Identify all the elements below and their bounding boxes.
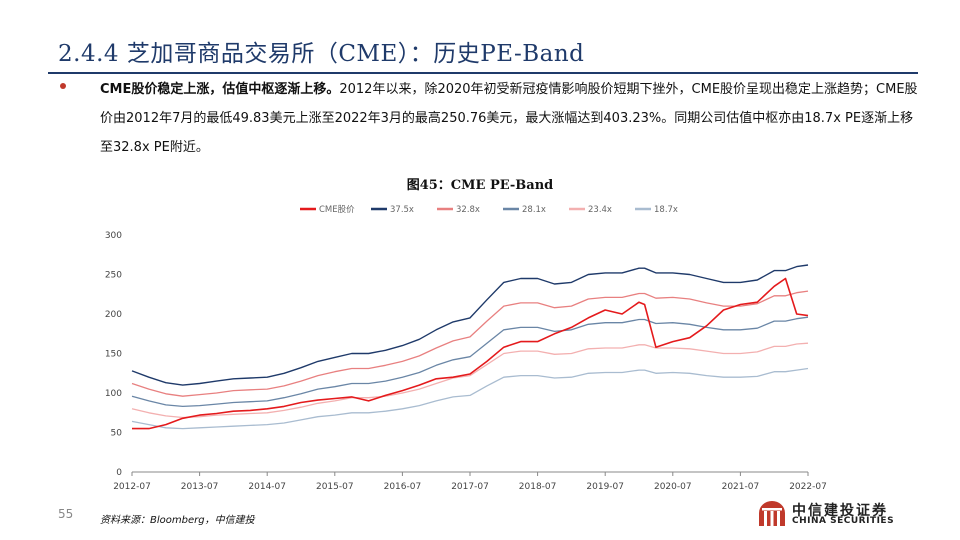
series-line-1 xyxy=(131,264,809,386)
slide-title: 2.4.4 芝加哥商品交易所（CME）：历史PE-Band xyxy=(58,41,585,67)
y-tick-label: 300 xyxy=(105,231,122,241)
x-tick-label: 2014-07 xyxy=(248,482,286,492)
y-tick-label: 200 xyxy=(105,310,122,320)
logo-chinese-text: 中信建投证券 xyxy=(792,503,888,519)
bullet-marker xyxy=(60,83,66,89)
logo-english-text: CHINA SECURITIES xyxy=(792,516,895,526)
x-axis: 2012-07 2013-07 2014-07 2015-07 2016-07 2017-… xyxy=(113,471,827,492)
x-tick-label: 2021-07 xyxy=(722,482,760,492)
x-tick-label: 2020-07 xyxy=(654,482,692,492)
chart-legend: CME股价 37.5x 32.8x 28.1x 23.4x 18.7x xyxy=(300,205,678,215)
series-line-5 xyxy=(131,367,809,430)
series-line-0 xyxy=(132,277,809,430)
figure-caption: 图45：CME PE-Band xyxy=(406,178,554,193)
y-axis: 0 50 100 150 200 250 300 xyxy=(105,231,122,478)
legend-label: CME股价 xyxy=(319,205,355,215)
x-tick-label: 2012-07 xyxy=(113,482,151,492)
legend-label: 32.8x xyxy=(456,205,480,215)
y-tick-label: 100 xyxy=(105,389,122,399)
bullet-lead-text: CME股价稳定上涨，估值中枢逐渐上移。 xyxy=(100,82,340,97)
legend-label: 37.5x xyxy=(390,205,414,215)
y-tick-label: 50 xyxy=(111,429,123,439)
legend-label: 23.4x xyxy=(588,205,612,215)
series-line-2 xyxy=(131,290,809,397)
legend-label: 18.7x xyxy=(654,205,678,215)
title-divider xyxy=(48,72,918,74)
x-tick-label: 2017-07 xyxy=(451,482,489,492)
x-tick-label: 2015-07 xyxy=(316,482,354,492)
x-tick-label: 2018-07 xyxy=(519,482,557,492)
series-line-3 xyxy=(131,316,809,408)
x-tick-label: 2013-07 xyxy=(181,482,219,492)
x-tick-label: 2022-07 xyxy=(789,482,827,492)
logo-emblem-icon xyxy=(759,501,785,526)
y-tick-label: 250 xyxy=(105,271,122,281)
bullet-paragraph: CME股价稳定上涨，估值中枢逐渐上移。2012年以来，除2020年初受新冠疫情影… xyxy=(100,75,920,162)
series-line-4 xyxy=(131,342,809,419)
y-tick-label: 0 xyxy=(116,468,122,478)
bullet-body-text: 2012年以来，除2020年初受新冠疫情影响股价短期下挫外，CME股价呈现出稳定… xyxy=(100,82,918,155)
x-tick-label: 2016-07 xyxy=(384,482,422,492)
page-number: 55 xyxy=(58,507,74,521)
y-tick-label: 150 xyxy=(105,350,122,360)
pe-band-chart: CME股价 37.5x 32.8x 28.1x 23.4x 18.7x 0 50 100 150… xyxy=(105,205,827,492)
plot-area xyxy=(131,264,809,430)
x-tick-label: 2019-07 xyxy=(586,482,624,492)
source-note: 资料来源：Bloomberg，中信建投 xyxy=(100,515,255,526)
legend-label: 28.1x xyxy=(522,205,546,215)
company-logo: 中信建投证券 CHINA SECURITIES xyxy=(756,499,926,529)
